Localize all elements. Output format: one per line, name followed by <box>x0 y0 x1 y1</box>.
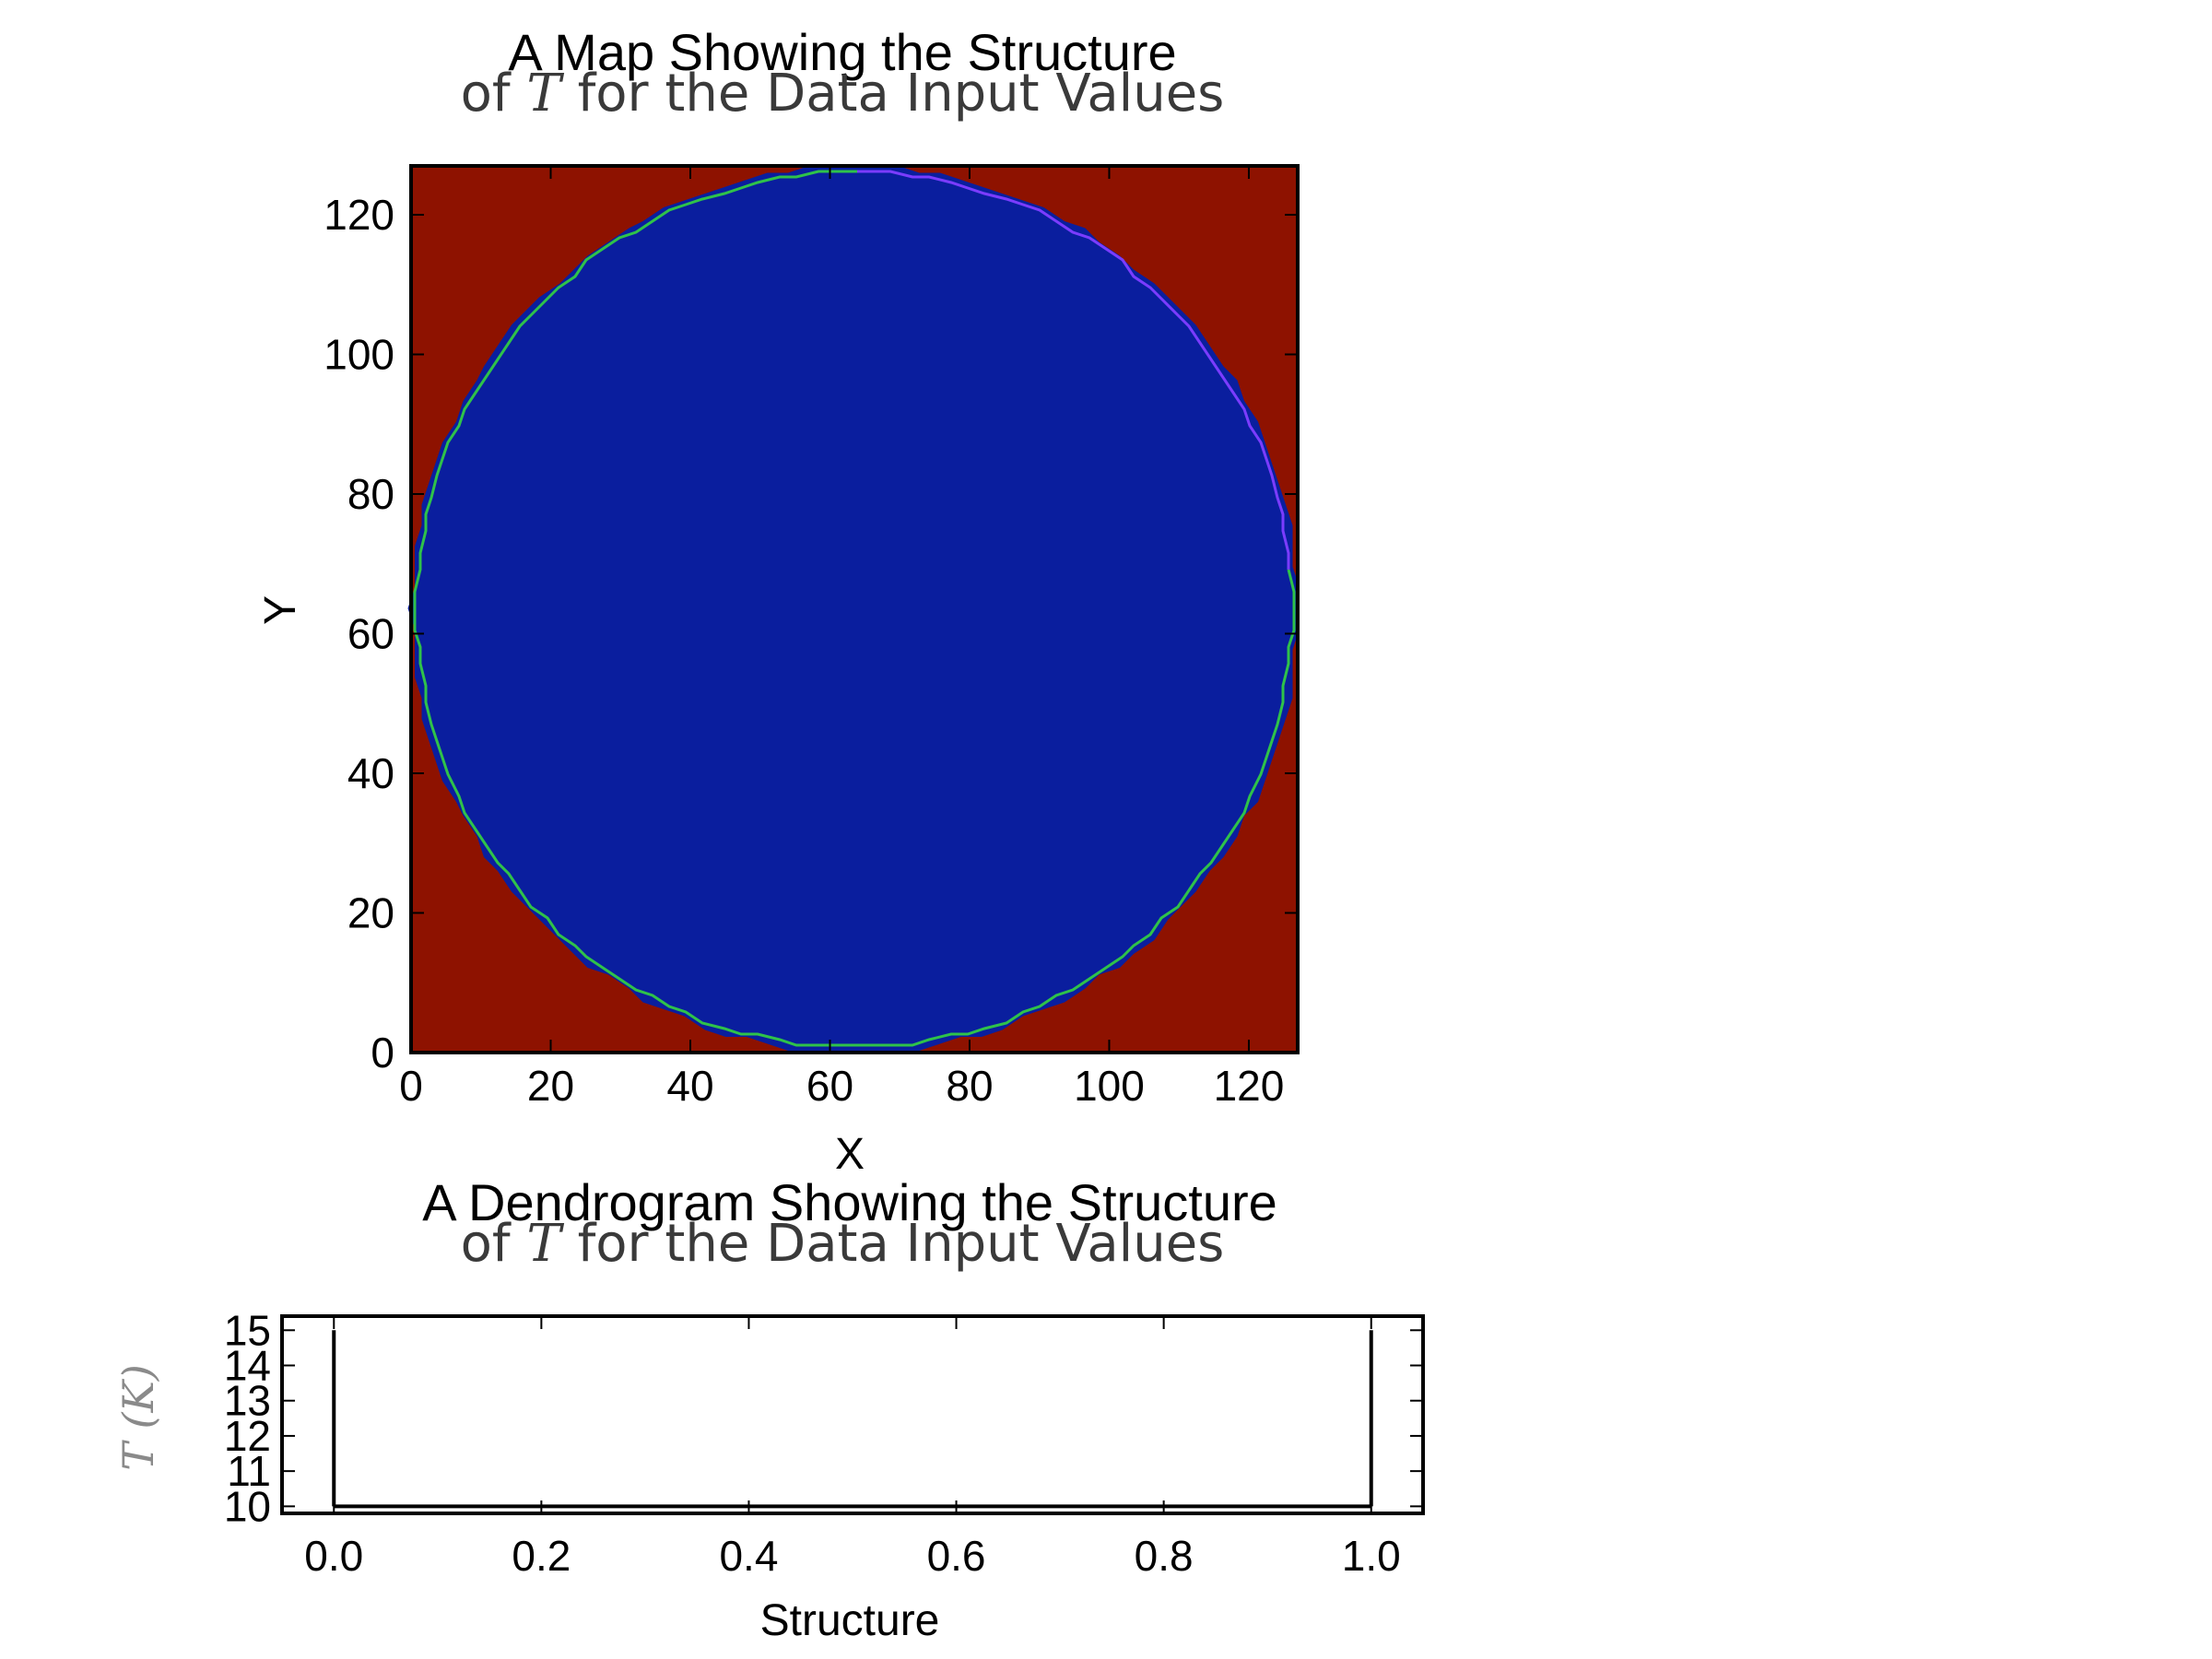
dendrogram-x-tick-label: 0.8 <box>1135 1532 1194 1580</box>
map-subtitle: of T for the Data Input Values <box>461 64 1225 124</box>
map-x-tick-label: 120 <box>1214 1062 1285 1110</box>
map-plot-area <box>407 164 1300 1054</box>
dendrogram-y-tick-label: 12 <box>224 1412 271 1460</box>
dendrogram-frame <box>280 1314 1425 1515</box>
map-x-axis-label: X <box>835 1130 865 1179</box>
map-y-axis-label: Y <box>256 595 305 625</box>
dendrogram-plot-area <box>280 1314 1425 1515</box>
map-y-tick-label: 20 <box>347 889 394 937</box>
map-x-tick-label: 100 <box>1074 1062 1145 1110</box>
map-y-tick-label: 80 <box>347 470 394 518</box>
map-y-tick-label: 120 <box>324 191 394 239</box>
map-y-tick-label: 0 <box>371 1029 394 1077</box>
dendrogram-x-tick-label: 0.2 <box>512 1532 571 1580</box>
map-y-ticks: 0 20 40 60 80 100 120 <box>324 191 1298 1077</box>
dendrogram-title: A Dendrogram Showing the Structure <box>422 1173 1277 1231</box>
map-contour-1 <box>857 170 1290 570</box>
dendrogram-subtitle: of T for the Data Input Values <box>461 1214 1225 1274</box>
map-structure-region <box>407 166 1300 1051</box>
dendrogram-x-tick-label: 0.6 <box>927 1532 986 1580</box>
map-x-tick-label: 0 <box>399 1062 423 1110</box>
dendrogram-y-tick-label: 13 <box>224 1377 271 1425</box>
dendrogram-x-tick-label: 0.4 <box>719 1532 778 1580</box>
map-x-tick-label: 80 <box>946 1062 993 1110</box>
map-y-tick-label: 60 <box>347 610 394 658</box>
map-x-tick-label: 40 <box>666 1062 713 1110</box>
dendrogram-y-axis-label: T (K) <box>113 1364 163 1471</box>
map-x-ticks: 0 20 40 60 80 100 120 <box>399 166 1284 1110</box>
dendrogram-y-tick-label: 15 <box>224 1306 271 1354</box>
dendrogram-x-tick-label: 1.0 <box>1342 1532 1401 1580</box>
dendrogram-x-axis-label: Structure <box>760 1596 940 1645</box>
map-chart: A Map Showing the Structure of T for the… <box>256 23 1300 1179</box>
dendrogram-y-tick-label: 10 <box>224 1482 271 1530</box>
map-contour-0 <box>413 170 1296 1047</box>
dendrogram-x-tick-label: 0.0 <box>304 1532 363 1580</box>
map-y-tick-label: 40 <box>347 749 394 797</box>
map-y-tick-label: 100 <box>324 331 394 379</box>
dendrogram-y-tick-label: 11 <box>227 1447 271 1495</box>
map-frame <box>409 164 1300 1054</box>
dendrogram-y-tick-label: 14 <box>224 1342 271 1390</box>
map-x-tick-label: 20 <box>527 1062 574 1110</box>
dendrogram-x-ticks: 0.0 0.2 0.4 0.6 0.8 1.0 <box>304 1316 1401 1580</box>
dendrogram-chart: A Dendrogram Showing the Structure of T … <box>113 1173 1425 1645</box>
map-x-tick-label: 60 <box>806 1062 853 1110</box>
map-title: A Map Showing the Structure <box>508 23 1176 81</box>
